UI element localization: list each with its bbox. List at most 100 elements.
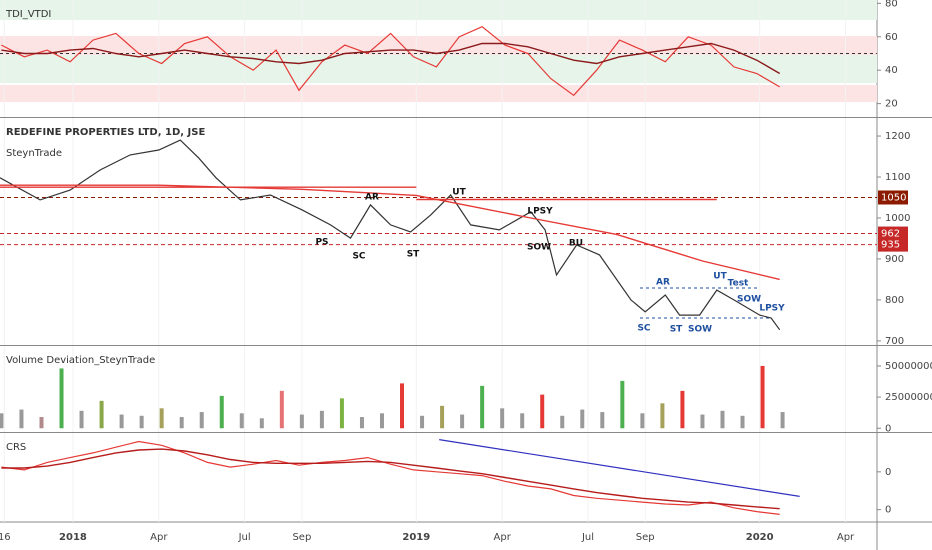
x-tick-label: Sep (636, 532, 655, 543)
y-tick-label: 0 (885, 505, 891, 516)
series-line (1, 448, 780, 510)
volume-bar (760, 365, 765, 429)
y-tick-label: 1200 (885, 131, 910, 142)
volume-bar (359, 417, 364, 429)
volume-bar (0, 413, 4, 429)
volume-bar (540, 394, 545, 429)
trend-line (439, 439, 800, 497)
volume-bar (339, 398, 344, 429)
x-tick-label: Apr (494, 532, 512, 543)
y-tick-label: 700 (885, 336, 904, 347)
volume-bar (680, 390, 685, 429)
level-label: 935 (881, 240, 900, 251)
volume-bar (720, 410, 725, 429)
annotation: SOW (527, 243, 551, 253)
volume-bar (39, 417, 44, 429)
volume-bar (159, 408, 164, 429)
zone (0, 85, 877, 102)
volume-bar (179, 417, 184, 429)
annotation: SOW (688, 325, 712, 335)
x-tick-label: 2018 (59, 532, 87, 543)
volume-bar (199, 412, 204, 429)
annotation: SC (637, 324, 650, 334)
annotation: SOW (737, 295, 761, 305)
volume-bar (740, 415, 745, 429)
annotation: LPSY (759, 304, 785, 314)
volume-bar (620, 380, 625, 429)
y-tick-label: 0 (885, 423, 891, 434)
x-tick-label: Apr (150, 532, 168, 543)
pane-title: Volume Deviation_SteynTrade (6, 355, 155, 366)
series-line (1, 26, 781, 97)
series-line (0, 184, 780, 281)
volume-bar (299, 414, 304, 429)
y-tick-label: 20 (885, 99, 898, 110)
volume-bar (700, 414, 705, 429)
volume-bar (379, 413, 384, 429)
zone (0, 55, 877, 83)
pane-title: REDEFINE PROPERTIES LTD, 1D, JSE (6, 127, 205, 138)
pane-title: TDI_VTDI (5, 9, 51, 20)
volume-bar (580, 409, 585, 429)
volume-bar (480, 385, 485, 429)
volume-bar (560, 415, 565, 429)
annotation: LPSY (527, 207, 553, 217)
volume-bar (59, 368, 64, 429)
level-tag (878, 237, 908, 252)
volume-bar (79, 410, 84, 429)
volume-bar (520, 413, 525, 429)
volume-bar (139, 415, 144, 429)
volume-bar (660, 403, 665, 429)
annotation: AR (365, 193, 379, 203)
level-label: 1050 (881, 192, 906, 203)
annotation: UT (713, 272, 727, 282)
pane-title: CRS (6, 442, 26, 453)
x-tick-label: Apr (837, 532, 855, 543)
annotation: SC (352, 252, 365, 262)
zone (0, 0, 877, 20)
volume-bar (400, 383, 405, 429)
volume-bar (119, 414, 124, 429)
annotation: ST (407, 250, 420, 260)
level-label: 962 (881, 229, 900, 240)
volume-bar (259, 418, 264, 429)
y-tick-label: 50000000 (885, 361, 932, 372)
y-tick-label: 25000000 (885, 392, 932, 403)
x-tick-label: Sep (292, 532, 311, 543)
level-tag (878, 226, 908, 241)
series-line (1, 440, 780, 515)
volume-bar (319, 410, 324, 429)
x-tick-label: 16 (0, 532, 11, 543)
volume-bar (440, 405, 445, 429)
y-tick-label: 40 (885, 65, 898, 76)
volume-bar (600, 412, 605, 429)
volume-bar (640, 413, 645, 429)
x-tick-label: 2020 (746, 532, 774, 543)
volume-bar (279, 390, 284, 429)
annotation: Test (728, 279, 749, 289)
annotation: AR (656, 278, 670, 288)
volume-bar (219, 395, 224, 429)
y-tick-label: 1000 (885, 213, 910, 224)
volume-bar (19, 409, 24, 429)
y-tick-label: 80 (885, 0, 898, 9)
zone (0, 36, 877, 55)
annotation: UT (452, 188, 466, 198)
annotation: PS (315, 238, 328, 248)
series-line (1, 42, 781, 75)
volume-bar (239, 413, 244, 429)
y-tick-label: 60 (885, 32, 898, 43)
annotation: BU (569, 239, 583, 249)
y-tick-label: 800 (885, 295, 904, 306)
volume-bar (460, 414, 465, 429)
pane-subtitle: SteynTrade (6, 148, 62, 159)
volume-bar (99, 400, 104, 429)
series-line (0, 139, 781, 331)
x-tick-label: Jul (238, 532, 251, 543)
y-tick-label: 0 (885, 467, 891, 478)
volume-bar (780, 412, 785, 429)
level-tag (878, 190, 908, 205)
y-tick-label: 1100 (885, 172, 910, 183)
annotation: ST (670, 325, 683, 335)
